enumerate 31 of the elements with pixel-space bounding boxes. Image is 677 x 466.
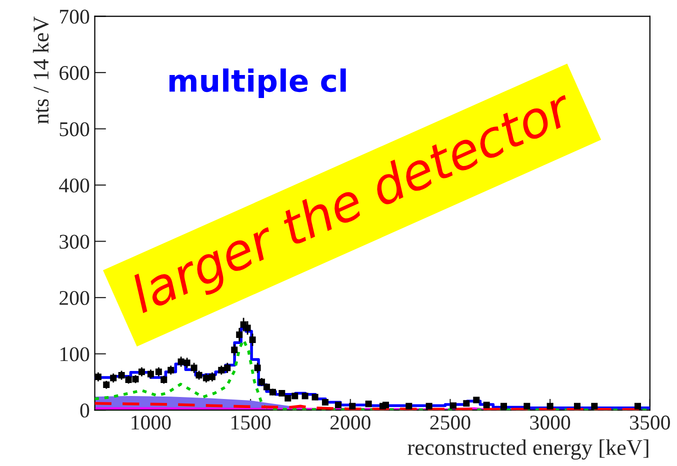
point [591,402,598,410]
y-tick-label: 500 [60,122,90,136]
y-tick-label: 300 [60,234,90,249]
x-axis-title: reconstructed energy [keV] [408,439,648,460]
point [312,394,318,400]
y-tick-label: 100 [60,347,90,362]
point [349,402,356,410]
x-tick-label: 1500 [232,416,271,430]
y-axis-title: nts / 14 keV [32,16,49,124]
point [365,400,372,408]
y-tick-label: 0 [80,403,90,418]
x-tick-label: 1000 [132,416,171,430]
x-tick-label: 2000 [330,416,370,430]
point [450,402,456,409]
x-tick-label: 3500 [630,416,670,430]
point [546,402,554,410]
point [500,402,508,410]
point [406,402,412,410]
x-tick-label: 3000 [530,416,570,430]
point [483,402,490,408]
y-tick-label: 600 [60,66,90,80]
point [634,402,641,410]
x-tick-label: 2500 [430,416,470,430]
point [334,402,342,408]
y-tick-label: 200 [60,290,90,306]
point [426,402,432,410]
point [574,402,580,410]
y-tick-label: 400 [59,178,90,192]
text: multiple cl [169,68,346,98]
y-tick-label: 700 [60,10,90,24]
point [524,402,530,410]
